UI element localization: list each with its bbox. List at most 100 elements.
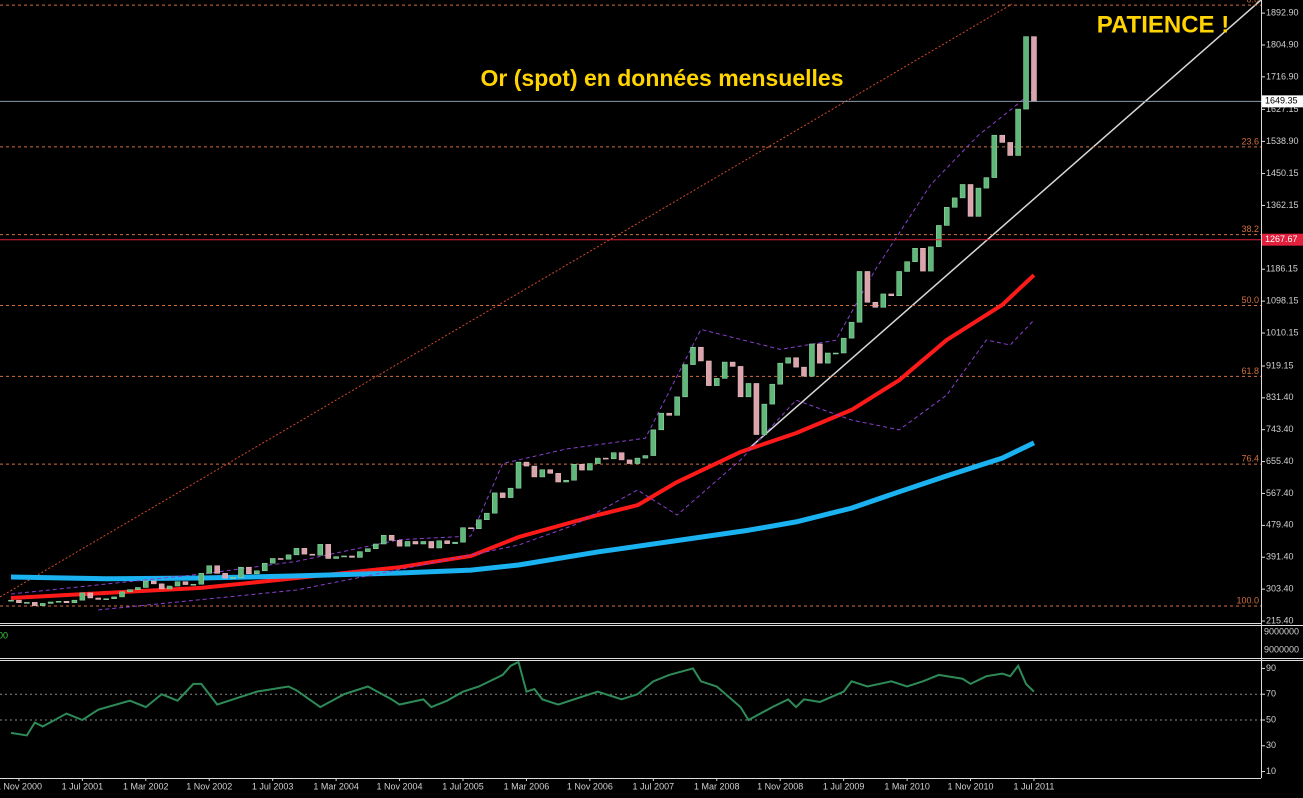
candle: [928, 246, 934, 272]
candle: [309, 553, 316, 556]
candle: [39, 603, 46, 606]
candle: [63, 601, 70, 603]
candle: [79, 592, 86, 601]
candle: [238, 566, 244, 578]
y-tick-label: 1362.15: [1266, 200, 1299, 210]
fib-label: 0.0: [1246, 0, 1259, 4]
candle: [698, 346, 704, 362]
candle: [404, 541, 411, 547]
candle: [206, 565, 212, 574]
candle: [595, 457, 601, 464]
candle: [959, 184, 966, 199]
candle: [468, 527, 474, 530]
candle: [460, 527, 466, 543]
candle: [55, 601, 62, 603]
candle: [262, 562, 268, 572]
candle: [127, 589, 133, 593]
candle: [539, 469, 546, 478]
candle: [182, 581, 189, 585]
x-tick-label: 1 Nov 2004: [377, 781, 423, 791]
candle: [912, 248, 918, 262]
x-tick-label: 1 Nov 2000: [0, 781, 42, 791]
candle: [658, 412, 665, 431]
x-tick-label: 1 Mar 2006: [504, 781, 550, 791]
candle: [444, 540, 450, 544]
candle: [769, 383, 776, 405]
candle: [1007, 142, 1013, 156]
candle: [32, 602, 38, 606]
candle: [341, 555, 347, 558]
candle: [603, 457, 609, 460]
candle: [563, 479, 569, 483]
overlay-line: [98, 319, 1035, 611]
y-tick-label: 70: [1266, 689, 1276, 699]
fib-label: 76.4: [1241, 454, 1259, 464]
candle: [269, 558, 276, 564]
y-tick-label: 567.40: [1266, 488, 1294, 498]
candle: [587, 463, 593, 471]
price-label: 1649.35: [1265, 96, 1298, 106]
candle: [1031, 36, 1037, 102]
candle: [95, 597, 101, 600]
candle: [642, 455, 649, 459]
y-tick-label: 215.40: [1266, 615, 1294, 625]
candle: [904, 261, 910, 272]
y-tick-label: 655.40: [1266, 456, 1294, 466]
chart-title: Or (spot) en données mensuelles: [481, 65, 844, 91]
x-tick-label: 1 Mar 2002: [123, 781, 169, 791]
candle: [840, 337, 847, 354]
fib-label: 50.0: [1241, 295, 1259, 305]
candle: [143, 580, 149, 588]
rsi-line: [10, 660, 1035, 737]
candle: [721, 361, 728, 379]
annotation: PATIENCE !: [1097, 11, 1229, 38]
candle: [285, 554, 292, 560]
candle: [1023, 36, 1029, 110]
candle: [507, 487, 514, 498]
candle: [880, 293, 887, 308]
candle: [349, 555, 355, 558]
candle: [999, 134, 1005, 143]
candle: [690, 346, 696, 365]
candle: [951, 197, 958, 208]
y-tick-label: 1450.15: [1266, 168, 1299, 178]
x-tick-label: 1 Jul 2003: [252, 781, 294, 791]
candle: [491, 492, 498, 514]
candle: [983, 177, 990, 189]
candle: [301, 548, 308, 555]
candle: [825, 352, 831, 364]
y-tick-label: 919.15: [1266, 360, 1294, 370]
candle: [198, 573, 205, 585]
candle: [666, 412, 672, 416]
candle: [365, 548, 371, 552]
candle: [991, 134, 998, 178]
candle: [896, 271, 902, 296]
candle: [888, 293, 894, 296]
candle: [254, 570, 260, 574]
candle: [190, 583, 197, 586]
candle: [626, 459, 633, 464]
candle: [71, 599, 78, 603]
y-tick-label: 303.40: [1266, 584, 1294, 594]
trend-ray: [0, 3, 1013, 598]
candle: [166, 585, 173, 590]
x-tick-label: 1 Mar 2004: [313, 781, 359, 791]
overlay-line: [10, 89, 1035, 595]
price-plot: [0, 0, 1261, 611]
candle: [579, 464, 585, 471]
candle: [634, 457, 641, 464]
x-tick-label: 1 Nov 2002: [186, 781, 232, 791]
candle: [737, 366, 744, 398]
candle: [119, 591, 125, 598]
candle: [150, 580, 157, 585]
candle: [618, 452, 625, 461]
fib-label: 38.2: [1241, 224, 1259, 234]
y-tick-label: 1804.90: [1266, 39, 1299, 49]
candle: [650, 429, 657, 456]
x-tick-label: 1 Jul 2009: [823, 781, 865, 791]
candle: [745, 383, 752, 398]
candle: [325, 544, 331, 559]
y-tick-label: 90: [1266, 663, 1276, 673]
candle: [428, 541, 435, 549]
